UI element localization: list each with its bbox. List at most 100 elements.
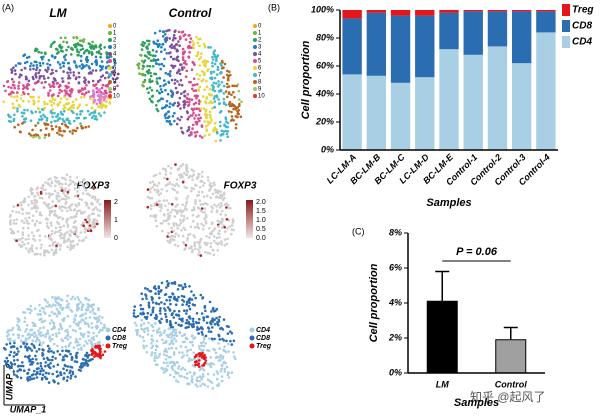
umap-point <box>201 95 205 98</box>
umap-point <box>49 72 53 76</box>
umap-point <box>160 97 163 100</box>
umap-point <box>140 73 144 76</box>
legend-swatch <box>249 327 255 333</box>
umap-point <box>153 72 156 76</box>
umap-point <box>79 180 82 184</box>
umap-point <box>198 74 202 77</box>
umap-point <box>51 333 55 337</box>
umap-point <box>19 376 23 380</box>
umap-point <box>58 117 62 120</box>
umap-point <box>70 355 74 359</box>
umap-point <box>182 215 186 218</box>
umap-point <box>61 113 65 116</box>
umap-point <box>195 96 198 100</box>
umap-point <box>62 107 65 111</box>
umap-point <box>172 375 176 379</box>
umap-point <box>218 111 222 114</box>
umap-point <box>31 135 35 139</box>
umap-point <box>190 340 194 344</box>
umap-point <box>168 102 172 105</box>
umap-point <box>195 360 198 363</box>
umap-point <box>33 307 37 311</box>
umap-point <box>204 202 207 205</box>
umap-point <box>213 106 216 109</box>
umap-point <box>147 301 151 305</box>
umap-point <box>139 307 143 311</box>
umap-point <box>90 116 94 119</box>
umap-point <box>175 313 178 317</box>
umap-point <box>169 321 172 325</box>
umap-point <box>25 328 28 331</box>
umap-point <box>21 233 25 237</box>
umap-point <box>190 298 194 301</box>
colorbar-tick: 2 <box>114 199 118 206</box>
umap-point <box>186 117 190 121</box>
umap-point <box>170 94 173 97</box>
umap-point <box>72 226 76 229</box>
umap-point <box>12 355 16 358</box>
umap-point <box>35 60 38 64</box>
umap-point <box>166 212 170 216</box>
umap-point <box>233 355 236 358</box>
umap-point <box>42 74 45 78</box>
umap-point <box>233 84 236 88</box>
umap-point <box>211 58 215 61</box>
legend-label: 1 <box>258 31 262 37</box>
umap-point <box>222 348 225 352</box>
umap-point <box>73 318 77 322</box>
umap-point <box>51 192 54 196</box>
umap-point <box>24 77 28 81</box>
umap-point <box>13 373 16 376</box>
umap-point <box>80 198 84 201</box>
umap-point <box>30 231 34 234</box>
umap-point <box>37 71 41 75</box>
umap-point <box>79 89 82 93</box>
umap-point <box>58 126 61 129</box>
umap-point <box>6 338 10 341</box>
umap-point <box>153 203 156 207</box>
umap-point <box>140 292 143 296</box>
umap-point <box>184 75 188 78</box>
umap-point <box>199 341 203 345</box>
umap-point <box>67 66 71 70</box>
umap-point <box>206 242 209 245</box>
umap-point <box>34 81 37 85</box>
umap-point <box>195 107 199 110</box>
umap-point <box>164 358 168 361</box>
umap-point <box>66 230 69 234</box>
umap-point <box>58 44 61 47</box>
umap-point <box>90 53 94 56</box>
legend-swatch <box>108 31 112 35</box>
umap-point <box>167 80 170 84</box>
umap-point <box>202 195 206 198</box>
umap-point <box>217 80 220 83</box>
umap-point <box>23 355 27 358</box>
bar-segment <box>342 18 362 75</box>
umap-point <box>170 203 174 206</box>
umap-point <box>227 325 230 329</box>
umap-point <box>181 68 184 71</box>
umap-point <box>35 199 38 203</box>
umap-point <box>185 200 189 204</box>
umap-point <box>197 172 200 176</box>
umap-point <box>32 64 35 67</box>
umap-point <box>196 51 200 54</box>
umap-point <box>31 219 34 222</box>
umap-point <box>173 119 176 123</box>
umap-point <box>55 181 59 184</box>
umap-point <box>94 206 97 209</box>
umap-point <box>49 184 52 188</box>
umap-point <box>213 95 217 98</box>
umap-point <box>202 344 206 348</box>
umap-point <box>103 111 106 114</box>
legend-label: 7 <box>113 73 117 79</box>
umap-point <box>84 78 87 82</box>
umap-point <box>16 230 20 233</box>
umap-point <box>211 61 214 65</box>
umap-point <box>201 333 204 336</box>
umap-point <box>151 301 155 304</box>
umap-point <box>193 355 197 359</box>
umap-point <box>185 186 189 190</box>
umap-point <box>10 86 13 90</box>
umap-point <box>93 195 97 199</box>
